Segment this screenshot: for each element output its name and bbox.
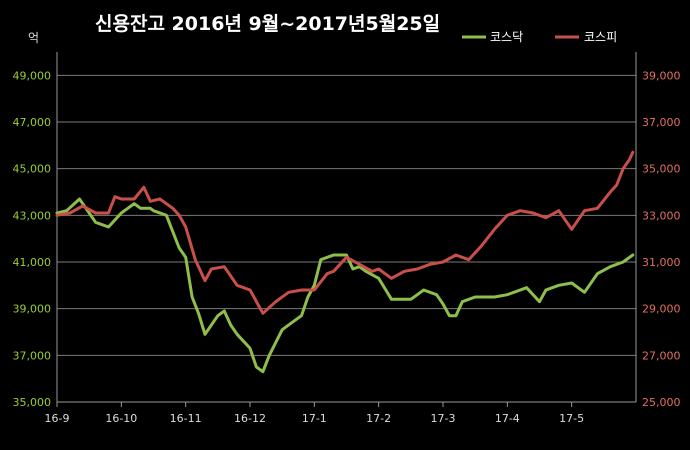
y-left-tick-label: 37,000 bbox=[13, 349, 52, 362]
series-lines bbox=[55, 150, 635, 374]
gridlines bbox=[57, 74, 636, 356]
x-tick-label: 17-3 bbox=[431, 412, 456, 425]
x-tick-label: 17-1 bbox=[302, 412, 327, 425]
legend-kospi-label: 코스피 bbox=[584, 30, 617, 44]
y-left-tick-label: 41,000 bbox=[13, 256, 52, 269]
legend-kosdaq-label: 코스닥 bbox=[490, 30, 523, 44]
y-right-tick-label: 25,000 bbox=[642, 396, 681, 409]
y-right-tick-label: 35,000 bbox=[642, 163, 681, 176]
x-axis-ticks: 16-9 16-10 16-11 16-12 17-1 17-2 17-3 17-4 17-5 bbox=[45, 402, 584, 425]
legend: 코스닥 코스피 bbox=[462, 30, 617, 44]
y-right-tick-label: 33,000 bbox=[642, 209, 681, 222]
y-right-tick-label: 31,000 bbox=[642, 256, 681, 269]
y-right-tick-label: 37,000 bbox=[642, 116, 681, 129]
unit-label: 억 bbox=[28, 31, 39, 45]
y-left-tick-label: 39,000 bbox=[13, 303, 52, 316]
y-left-tick-label: 49,000 bbox=[13, 69, 52, 82]
series-line-kosdaq bbox=[55, 197, 635, 374]
x-tick-label: 16-10 bbox=[105, 412, 137, 425]
x-tick-label: 16-11 bbox=[170, 412, 202, 425]
x-tick-label: 16-9 bbox=[45, 412, 70, 425]
x-tick-label: 17-4 bbox=[495, 412, 520, 425]
y-left-tick-label: 47,000 bbox=[13, 116, 52, 129]
x-tick-label: 16-12 bbox=[234, 412, 266, 425]
y-axis-left-ticks: 35,000 37,000 39,000 41,000 43,000 45,000 47,0… bbox=[13, 69, 52, 409]
y-left-tick-label: 35,000 bbox=[13, 396, 52, 409]
y-right-tick-label: 29,000 bbox=[642, 303, 681, 316]
chart-title: 신용잔고 2016년 9월~2017년5월25일 bbox=[95, 13, 440, 35]
y-right-tick-label: 27,000 bbox=[642, 349, 681, 362]
series-line-kospi bbox=[55, 150, 635, 315]
y-axis-right-ticks: 25,000 27,000 29,000 31,000 33,000 35,000 37,0… bbox=[642, 69, 681, 409]
y-left-tick-label: 45,000 bbox=[13, 163, 52, 176]
y-right-tick-label: 39,000 bbox=[642, 69, 681, 82]
y-left-tick-label: 43,000 bbox=[13, 209, 52, 222]
x-tick-label: 17-2 bbox=[366, 412, 391, 425]
x-tick-label: 17-5 bbox=[559, 412, 584, 425]
axes bbox=[56, 52, 637, 403]
